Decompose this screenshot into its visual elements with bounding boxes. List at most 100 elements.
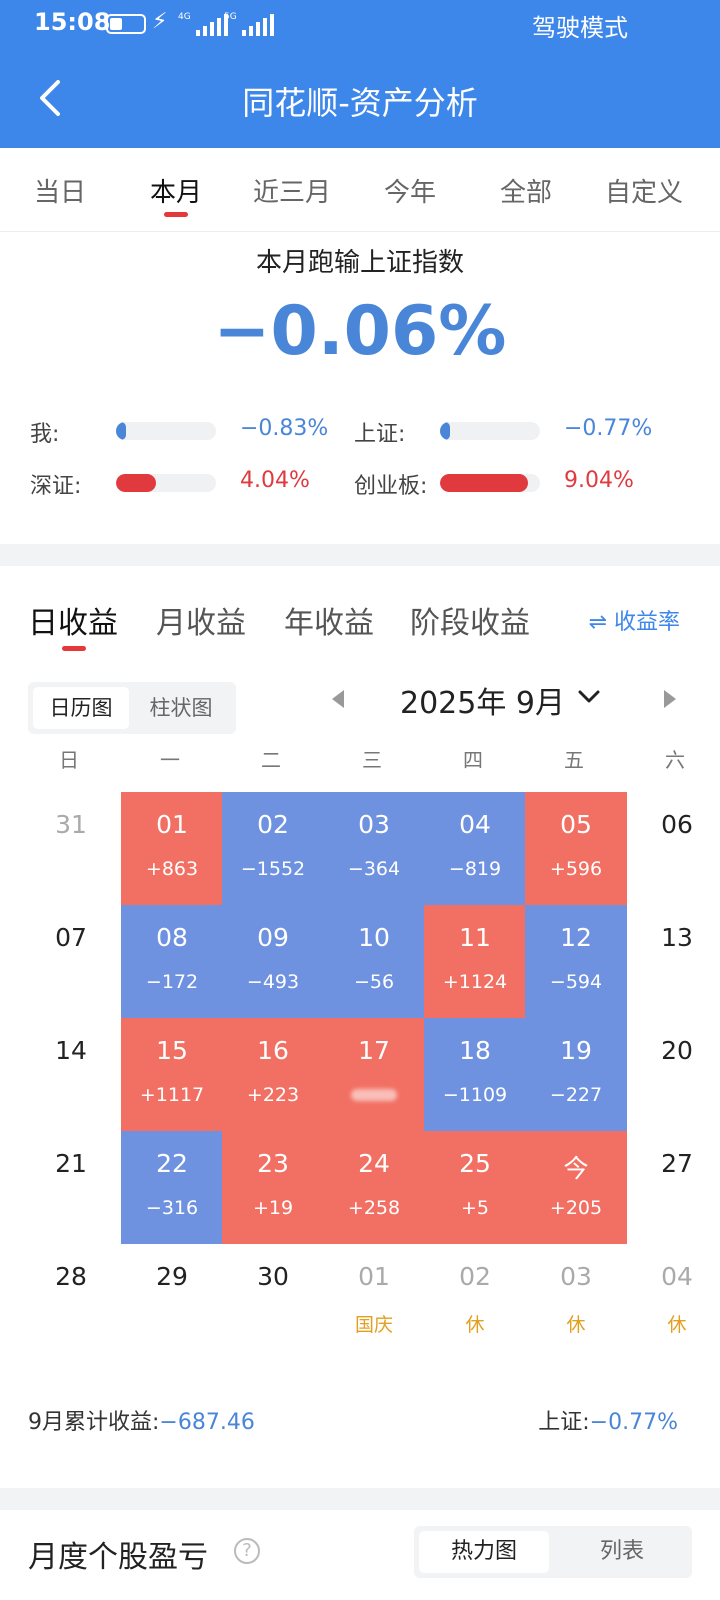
day-pnl: +19 [252,1197,294,1219]
calendar-day[interactable]: 24 +258 [323,1131,425,1244]
calendar-day[interactable]: 23 +19 [222,1131,324,1244]
tab-custom[interactable]: 自定义 [604,178,683,208]
calendar-day[interactable]: 03 −364 [323,792,425,905]
holiday-label: 休 [465,1314,485,1336]
day-pnl: +5 [460,1197,489,1219]
day-number: 15 [156,1036,188,1065]
day-pnl: −364 [347,858,401,880]
calendar-day[interactable]: 27 [626,1131,720,1244]
return-rate-toggle[interactable]: ⇌ 收益率 [588,610,680,635]
day-number: 24 [358,1149,390,1178]
calendar-day[interactable]: 25 +5 [424,1131,526,1244]
index-label: 上证: [538,1410,590,1435]
help-icon[interactable]: ? [234,1538,260,1564]
tab-this-year[interactable]: 今年 [383,178,436,208]
signal-icon: 4G [178,12,228,36]
comparison-row-chinext: 创业板: 9.04% [354,468,684,499]
day-pnl: +1124 [442,971,508,993]
calendar-day[interactable]: 21 [20,1131,122,1244]
calendar-day[interactable]: 14 [20,1018,122,1131]
calendar-day[interactable]: 04 −819 [424,792,526,905]
calendar-day[interactable]: 04 休 [626,1244,720,1357]
weekday-label: 一 [160,748,180,772]
heatmap-button[interactable]: 热力图 [419,1531,549,1573]
comparison-bar [116,422,216,440]
calendar-day[interactable]: 30 [222,1244,324,1357]
tab-monthly-earnings[interactable]: 月收益 [156,606,246,641]
day-pnl: +258 [347,1197,401,1219]
chevron-down-icon[interactable] [576,684,602,710]
day-pnl: +205 [549,1197,603,1219]
day-number: 29 [156,1262,188,1291]
comparison-label: 我: [30,422,60,447]
tab-last-three-months[interactable]: 近三月 [252,178,331,208]
calendar-day[interactable]: 今 +205 [525,1131,627,1244]
weekday-label: 四 [463,748,483,772]
calendar-day[interactable]: 15 +1117 [121,1018,223,1131]
calendar-day[interactable]: 12 −594 [525,905,627,1018]
comparison-bar [440,474,540,492]
calendar-day[interactable]: 11 +1124 [424,905,526,1018]
calendar-day[interactable]: 28 [20,1244,122,1357]
day-number: 03 [358,810,390,839]
back-icon[interactable] [32,78,72,118]
day-pnl: −56 [353,971,395,993]
calendar-day[interactable]: 17 [323,1018,425,1131]
calendar-day[interactable]: 06 [626,792,720,905]
calendar-day[interactable]: 20 [626,1018,720,1131]
day-number: 22 [156,1149,188,1178]
month-selector[interactable]: 2025年 9月 [400,686,565,721]
calendar-day[interactable]: 01 国庆 [323,1244,425,1357]
cumulative-value: −687.46 [159,1410,255,1435]
day-number: 06 [661,810,693,839]
day-pnl: −227 [549,1084,603,1106]
calendar-day[interactable]: 03 休 [525,1244,627,1357]
day-number: 19 [560,1036,592,1065]
calendar-day[interactable]: 18 −1109 [424,1018,526,1131]
calendar-day[interactable]: 07 [20,905,122,1018]
signal-icon-2: 5G [224,12,274,36]
page-title: 同花顺-资产分析 [242,84,478,122]
period-tabs: 当日 本月 近三月 今年 全部 自定义 [0,148,720,232]
calendar-day[interactable]: 08 −172 [121,905,223,1018]
day-number: 23 [257,1149,289,1178]
comparison-diff: −0.06% [213,292,507,371]
calendar-day[interactable]: 01 +863 [121,792,223,905]
next-month-icon[interactable] [664,690,676,708]
calendar-day[interactable]: 09 −493 [222,905,324,1018]
tab-yearly-earnings[interactable]: 年收益 [284,606,374,641]
day-number: 21 [55,1149,87,1178]
calendar-day[interactable]: 13 [626,905,720,1018]
weekday-label: 二 [261,748,281,772]
tab-daily-earnings[interactable]: 日收益 [28,598,118,651]
calendar-day[interactable]: 19 −227 [525,1018,627,1131]
tab-all[interactable]: 全部 [499,178,552,208]
bar-view-button[interactable]: 柱状图 [149,696,213,720]
day-number: 09 [257,923,289,952]
calendar-day[interactable]: 02 −1552 [222,792,324,905]
comparison-row-me: 我: −0.83% [30,416,330,447]
calendar-day[interactable]: 22 −316 [121,1131,223,1244]
calendar-day[interactable]: 05 +596 [525,792,627,905]
day-pnl: −1552 [240,858,306,880]
tab-this-month[interactable]: 本月 [116,172,236,217]
day-number: 25 [459,1149,491,1178]
day-pnl: −1109 [442,1084,508,1106]
day-number: 18 [459,1036,491,1065]
calendar-day[interactable]: 16 +223 [222,1018,324,1131]
tab-today[interactable]: 当日 [33,178,86,208]
calendar-day[interactable]: 10 −56 [323,905,425,1018]
calendar-view-button[interactable]: 日历图 [33,687,129,729]
calendar-day[interactable]: 02 休 [424,1244,526,1357]
holiday-label: 休 [566,1314,586,1336]
list-button[interactable]: 列表 [599,1539,644,1564]
day-number: 02 [257,810,289,839]
calendar-day[interactable]: 29 [121,1244,223,1357]
day-number: 30 [257,1262,289,1291]
day-number: 17 [358,1036,390,1065]
prev-month-icon[interactable] [332,690,344,708]
weekday-label: 六 [665,748,685,772]
comparison-bar [440,422,540,440]
tab-period-earnings[interactable]: 阶段收益 [410,606,530,641]
calendar-day[interactable]: 31 [20,792,122,905]
